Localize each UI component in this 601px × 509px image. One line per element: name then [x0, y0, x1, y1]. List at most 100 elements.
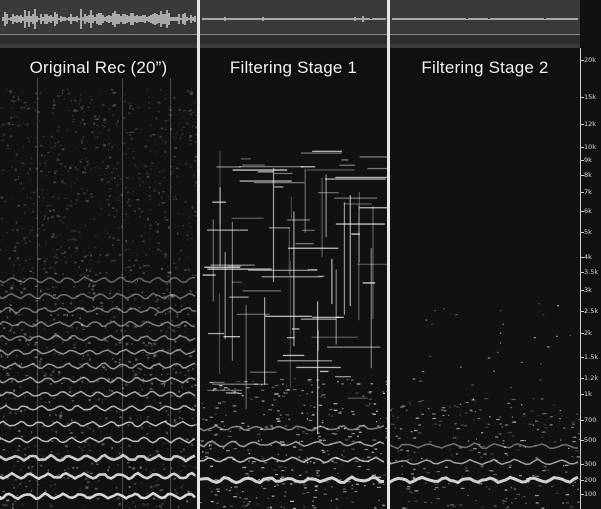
spectral-energy	[546, 469, 549, 471]
spectral-energy	[40, 154, 43, 157]
spectral-energy	[38, 484, 40, 486]
spectral-energy	[146, 400, 148, 402]
spectral-energy	[122, 467, 125, 469]
waveform-bar	[478, 18, 480, 20]
waveform-bar	[86, 16, 88, 22]
partial-track	[306, 169, 355, 171]
spectral-energy	[61, 280, 63, 282]
spectral-energy	[170, 166, 173, 168]
spectral-energy	[477, 417, 481, 420]
spectral-energy	[321, 449, 325, 451]
spectral-energy	[160, 383, 164, 385]
spectral-energy	[58, 394, 60, 396]
spectral-energy	[556, 492, 558, 494]
spectral-energy	[315, 489, 318, 491]
spectral-energy	[227, 435, 232, 437]
spectral-energy	[413, 378, 416, 380]
spectral-energy	[15, 179, 19, 180]
spectral-energy	[137, 280, 139, 282]
spectral-energy	[23, 237, 26, 240]
spectral-energy	[52, 370, 54, 373]
spectral-energy	[54, 483, 56, 486]
spectral-energy	[150, 367, 153, 369]
spectral-energy	[369, 391, 372, 393]
waveform-bar	[24, 10, 26, 28]
spectral-energy	[290, 483, 293, 485]
spectral-energy	[35, 167, 38, 170]
spectral-energy	[11, 166, 13, 168]
frequency-tick-label: 6k	[584, 207, 592, 215]
spectral-energy	[523, 413, 526, 415]
spectral-energy	[27, 466, 30, 469]
spectral-energy	[75, 166, 77, 169]
waveform-bar	[58, 17, 60, 21]
spectral-energy	[475, 500, 478, 502]
spectral-energy	[134, 259, 138, 262]
spectral-energy	[102, 366, 105, 368]
spectral-energy	[80, 260, 84, 262]
spectral-energy	[123, 116, 126, 120]
spectral-energy	[218, 402, 222, 404]
spectral-energy	[1, 324, 4, 326]
spectral-energy	[347, 436, 352, 438]
spectral-energy	[34, 109, 37, 112]
spectral-energy	[183, 374, 187, 376]
spectral-energy	[46, 288, 50, 290]
spectral-energy	[486, 486, 488, 488]
spectral-energy	[76, 109, 78, 112]
spectral-energy	[462, 476, 464, 478]
spectral-energy	[76, 313, 79, 316]
spectral-energy	[89, 358, 91, 361]
spectral-energy	[139, 426, 142, 428]
spectral-energy	[124, 329, 127, 332]
spectral-energy	[171, 170, 174, 173]
spectral-energy	[49, 319, 52, 321]
spectral-energy	[45, 271, 48, 274]
spectral-energy	[431, 323, 433, 325]
spectral-energy	[112, 237, 115, 240]
spectral-energy	[219, 385, 223, 387]
spectral-energy	[16, 494, 18, 497]
spectral-energy	[11, 124, 14, 126]
spectral-energy	[44, 496, 46, 498]
waveform-bar	[364, 18, 366, 20]
spectral-energy	[276, 384, 279, 386]
spectral-energy	[342, 456, 346, 458]
spectral-energy	[406, 488, 410, 490]
spectral-energy	[20, 363, 22, 365]
spectral-energy	[53, 318, 55, 321]
spectral-energy	[9, 310, 11, 313]
spectral-energy	[112, 114, 115, 117]
spectral-energy	[162, 368, 164, 370]
partial-track	[347, 397, 369, 399]
spectral-energy	[120, 366, 123, 368]
spectral-energy	[471, 399, 476, 401]
frequency-tick-label: 5k	[584, 228, 592, 236]
spectral-energy	[20, 124, 23, 126]
spectral-energy	[126, 201, 129, 203]
harmonic-band	[200, 440, 385, 448]
spectral-energy	[29, 336, 32, 339]
spectral-energy	[436, 498, 440, 500]
spectral-energy	[334, 433, 338, 435]
spectral-energy	[80, 107, 82, 110]
spectral-energy	[205, 456, 208, 458]
spectral-energy	[193, 174, 195, 177]
spectral-energy	[149, 471, 153, 473]
spectral-energy	[283, 392, 285, 394]
spectral-energy	[39, 162, 41, 165]
spectral-energy	[2, 504, 5, 506]
spectral-energy	[134, 164, 137, 166]
spectral-energy	[88, 427, 91, 430]
spectral-energy	[335, 507, 338, 509]
spectral-energy	[87, 106, 90, 108]
spectral-energy	[39, 449, 41, 451]
spectral-energy	[281, 470, 285, 472]
spectral-energy	[31, 229, 34, 231]
spectral-energy	[485, 426, 489, 428]
spectral-energy	[194, 121, 197, 124]
spectral-energy	[443, 410, 447, 412]
spectral-energy	[426, 458, 428, 460]
spectral-energy	[81, 107, 84, 110]
spectral-energy	[98, 418, 102, 420]
